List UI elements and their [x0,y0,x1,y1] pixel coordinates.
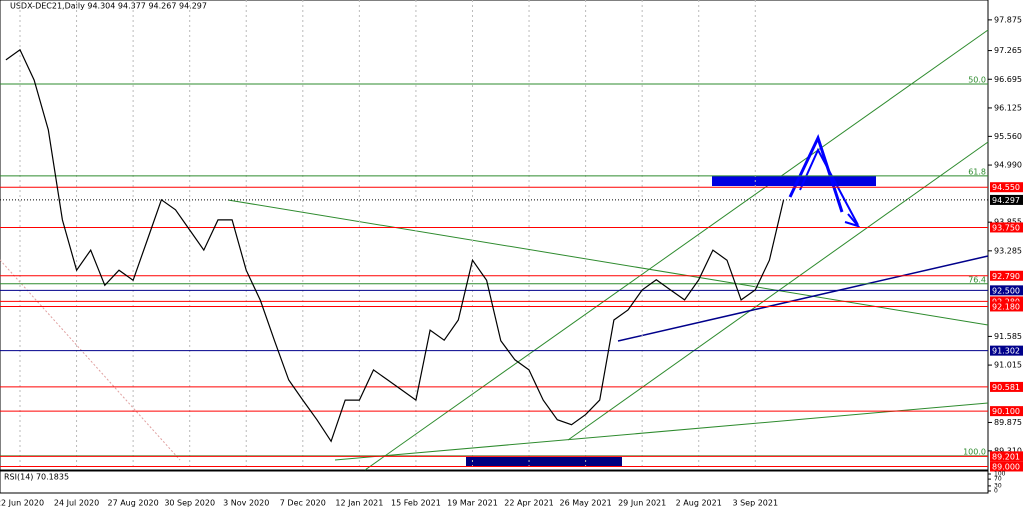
y-tick-label: 93.855 [994,218,1022,227]
x-tick-label: 30 Sep 2020 [164,499,215,508]
y-tick-label: 97.265 [994,46,1022,55]
series-layer [5,48,785,443]
x-tick-label: 27 Aug 2020 [107,499,158,508]
level-label-bg [990,222,1023,233]
annotations [0,29,989,471]
y-tick-label: 94.990 [994,161,1022,170]
level-label: 89.201 [992,452,1020,461]
level-label-bg [990,381,1023,392]
channel-upper [364,29,989,471]
rsi-tick-label: 30 [994,482,1002,489]
support-line [334,402,989,461]
x-tick-label: 22 Jun 2020 [0,499,44,508]
level-label-bg [990,461,1023,472]
plot-frame [0,0,989,471]
fib-label: 50.0 [968,76,986,85]
x-tick-label: 26 May 2021 [560,499,612,508]
level-label-bg [990,406,1023,417]
chart-title: USDX-DEC21,Daily 94.304 94.377 94.267 94… [10,2,207,11]
rsi-title: RSI(14) 70.1835 [4,473,69,482]
level-label: 92.180 [992,302,1020,311]
x-tick-label: 24 Jul 2020 [54,499,99,508]
trendline [227,199,989,326]
x-tick-label: 12 Jan 2021 [335,499,383,508]
level-label-bg [990,345,1023,356]
blue-trendline [617,255,989,342]
support-zone [466,457,622,467]
level-label: 89.000 [992,462,1020,471]
level-label: 94.550 [992,183,1020,192]
fib-label: 61.8 [968,167,986,176]
level-label: 91.302 [992,347,1020,356]
x-tick-label: 3 Nov 2020 [223,499,269,508]
level-label: 92.500 [992,286,1020,295]
level-label-bg [990,182,1023,193]
x-tick-label: 22 Apr 2021 [504,499,553,508]
y-tick-label: 89.310 [994,446,1022,455]
level-label-bg [990,285,1023,296]
resistance-zone [712,176,876,186]
fib-label: 76.4 [968,275,986,284]
dotted-line [0,259,181,461]
level-label: 94.297 [992,196,1020,205]
arrow-head [844,213,861,228]
x-tick-label: 2 Aug 2021 [676,499,722,508]
level-label-bg [990,270,1023,281]
level-label: 90.581 [992,383,1020,392]
level-label-bg [990,194,1023,205]
x-tick-label: 19 Mar 2021 [447,499,498,508]
y-tick-label: 96.125 [994,103,1022,112]
level-label: 92.790 [992,272,1020,281]
y-tick-label: 95.560 [994,132,1022,141]
rsi-tick-label: 0 [994,488,998,495]
rsi-tick-label: 70 [994,476,1002,483]
price-line [5,48,785,443]
level-label-bg [990,301,1023,312]
level-label: 93.750 [992,223,1020,232]
x-tick-label: 29 Jun 2021 [618,499,666,508]
rsi-tick-label: 100 [994,471,1006,478]
channel-lower [567,141,989,441]
fib-label: 100.0 [963,447,986,456]
x-tick-label: 15 Feb 2021 [391,499,441,508]
y-tick-label: 89.875 [994,418,1022,427]
y-tick-label: 96.695 [994,75,1022,84]
x-tick-label: 3 Sep 2021 [732,499,778,508]
y-tick-label: 97.875 [994,15,1022,24]
y-tick-label: 93.285 [994,246,1022,255]
projection-arrow-2 [799,147,859,226]
y-tick-label: 91.015 [994,361,1022,370]
level-label-bg [990,451,1023,462]
level-label: 90.100 [992,407,1020,416]
x-tick-label: 7 Dec 2020 [280,499,326,508]
y-tick-label: 91.585 [994,332,1022,341]
rsi-frame [0,470,989,494]
level-label-bg [990,296,1023,307]
